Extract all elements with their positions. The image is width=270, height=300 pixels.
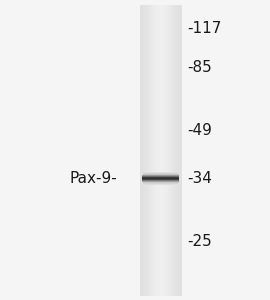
Bar	[169, 4, 170, 296]
Bar	[181, 4, 182, 296]
Bar	[163, 4, 164, 296]
Bar	[179, 4, 180, 296]
Bar	[153, 4, 154, 296]
Bar	[174, 4, 175, 296]
Bar	[173, 4, 174, 296]
Bar	[144, 4, 145, 296]
Bar	[149, 4, 150, 296]
Bar	[167, 4, 168, 296]
Text: -49: -49	[188, 123, 212, 138]
Bar	[176, 4, 177, 296]
Text: Pax-9-: Pax-9-	[70, 171, 117, 186]
Bar	[152, 4, 153, 296]
Bar	[150, 4, 151, 296]
Bar	[146, 4, 147, 296]
Bar	[147, 4, 148, 296]
Bar	[180, 4, 181, 296]
Bar	[161, 4, 162, 296]
Bar	[166, 4, 167, 296]
Bar	[177, 4, 178, 296]
Bar	[158, 4, 159, 296]
Bar	[175, 4, 176, 296]
Bar	[159, 4, 160, 296]
Bar	[140, 4, 141, 296]
Bar	[164, 4, 165, 296]
Bar	[145, 4, 146, 296]
Bar	[142, 4, 143, 296]
Bar	[162, 4, 163, 296]
Text: -85: -85	[188, 60, 212, 75]
Bar	[156, 4, 157, 296]
Bar	[157, 4, 158, 296]
Bar	[154, 4, 155, 296]
Bar	[143, 4, 144, 296]
Bar	[178, 4, 179, 296]
Bar	[170, 4, 171, 296]
Bar	[165, 4, 166, 296]
Bar	[151, 4, 152, 296]
Bar	[155, 4, 156, 296]
Text: -25: -25	[188, 234, 212, 249]
Bar	[141, 4, 142, 296]
Bar	[168, 4, 169, 296]
Text: -117: -117	[188, 21, 222, 36]
Bar	[148, 4, 149, 296]
Bar	[172, 4, 173, 296]
Bar	[171, 4, 172, 296]
Bar	[156, 4, 157, 296]
Bar	[160, 4, 161, 296]
Text: -34: -34	[188, 171, 212, 186]
